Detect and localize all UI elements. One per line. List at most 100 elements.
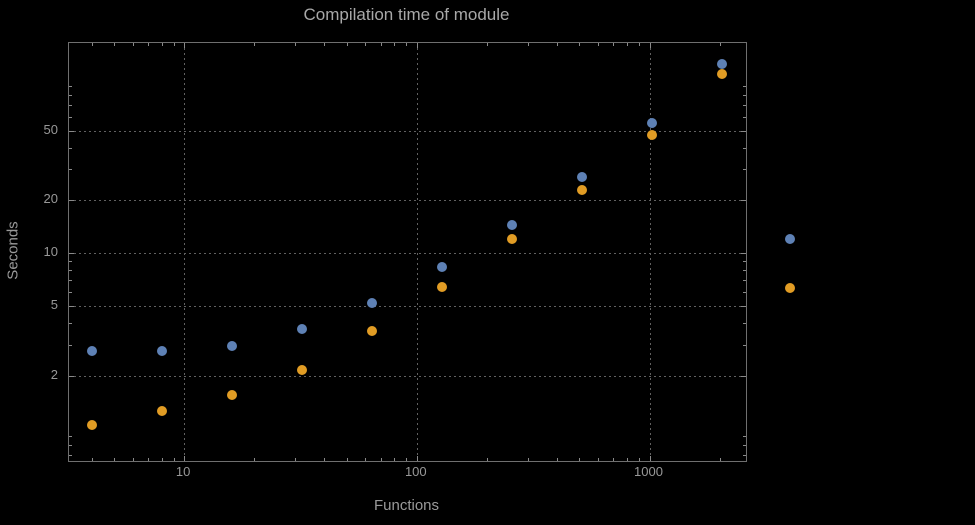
y-tick: [69, 130, 72, 132]
y-tick: [743, 94, 746, 96]
y-gridline: [69, 200, 746, 202]
y-tick: [743, 85, 746, 87]
x-tick: [719, 43, 721, 46]
x-tick-label: 10: [175, 464, 191, 479]
y-gridline: [69, 130, 746, 132]
data-point-blue: [156, 346, 167, 357]
y-tick: [743, 291, 746, 293]
data-point-blue: [296, 323, 307, 334]
y-tick: [69, 200, 72, 202]
y-gridline: [69, 253, 746, 254]
x-tick: [173, 458, 175, 461]
x-tick: [626, 43, 628, 46]
data-point-orange: [366, 325, 377, 336]
data-point-orange: [506, 234, 517, 245]
y-tick: [69, 291, 72, 293]
y-tick: [69, 322, 72, 324]
chart-title: Compilation time of module: [303, 5, 510, 24]
y-tick: [69, 344, 72, 346]
x-tick: [638, 458, 640, 461]
x-tick: [346, 43, 348, 46]
y-tick: [69, 104, 72, 106]
y-tick: [743, 445, 746, 447]
y-tick: [69, 305, 72, 307]
x-tick: [132, 458, 134, 461]
x-tick: [613, 43, 615, 46]
y-tick: [69, 253, 74, 254]
x-tick: [394, 458, 396, 461]
y-tick: [741, 253, 746, 254]
x-tick: [254, 458, 256, 461]
x-tick: [719, 458, 721, 461]
y-tick: [743, 375, 746, 377]
x-tick: [114, 458, 116, 461]
y-tick: [69, 436, 72, 438]
x-tick: [161, 43, 163, 46]
x-tick: [406, 43, 408, 46]
x-tick: [346, 458, 348, 461]
y-tick: [743, 130, 746, 132]
y-tick: [69, 375, 72, 377]
y-tick: [743, 280, 746, 282]
x-tick: [613, 458, 615, 461]
x-tick: [527, 43, 529, 46]
x-tick: [91, 458, 93, 461]
data-point-blue: [646, 118, 657, 129]
data-point-orange: [646, 130, 657, 141]
y-tick: [69, 280, 72, 282]
y-tick: [743, 104, 746, 106]
data-point-blue: [366, 297, 377, 308]
y-tick: [743, 116, 746, 118]
x-tick: [173, 43, 175, 46]
y-tick: [743, 344, 746, 346]
y-tick-label: 10: [43, 244, 58, 259]
y-tick: [69, 116, 72, 118]
y-tick: [743, 436, 746, 438]
x-tick: [380, 43, 382, 46]
x-tick: [91, 43, 93, 46]
y-tick: [743, 322, 746, 324]
y-tick: [743, 147, 746, 149]
x-tick: [638, 43, 640, 46]
y-tick: [69, 85, 72, 87]
y-tick-label: 50: [43, 121, 58, 137]
x-tick: [132, 43, 134, 46]
x-tick: [597, 458, 599, 461]
x-tick-label: 100: [404, 464, 427, 479]
y-tick: [69, 94, 72, 96]
x-tick: [556, 43, 558, 46]
x-gridline: [416, 43, 418, 461]
y-tick: [743, 200, 746, 202]
x-tick: [626, 458, 628, 461]
y-tick-label: 20: [43, 191, 58, 207]
x-tick: [148, 43, 150, 46]
x-tick: [114, 43, 116, 46]
x-axis-label: Functions: [373, 497, 440, 514]
data-point-orange: [576, 184, 587, 195]
y-tick: [69, 147, 72, 149]
data-point-blue: [506, 219, 517, 230]
x-tick: [161, 458, 163, 461]
x-tick: [486, 43, 488, 46]
data-point-orange: [156, 406, 167, 417]
x-tick: [416, 43, 418, 48]
data-point-orange: [716, 69, 727, 80]
data-point-blue: [226, 340, 237, 351]
x-gridline: [649, 43, 651, 461]
x-tick: [579, 43, 581, 46]
data-point-orange: [436, 282, 447, 292]
x-tick: [184, 43, 186, 48]
data-point-blue: [436, 262, 447, 273]
x-tick: [365, 458, 367, 461]
x-tick: [324, 458, 326, 461]
data-point-blue: [716, 58, 727, 69]
data-point-orange: [226, 389, 237, 400]
y-tick: [69, 455, 72, 457]
x-tick: [324, 43, 326, 46]
x-tick-label: 1000: [634, 464, 663, 479]
x-tick: [148, 458, 150, 461]
x-tick: [184, 456, 186, 461]
x-tick: [254, 43, 256, 46]
x-tick: [649, 43, 651, 48]
x-tick: [406, 458, 408, 461]
